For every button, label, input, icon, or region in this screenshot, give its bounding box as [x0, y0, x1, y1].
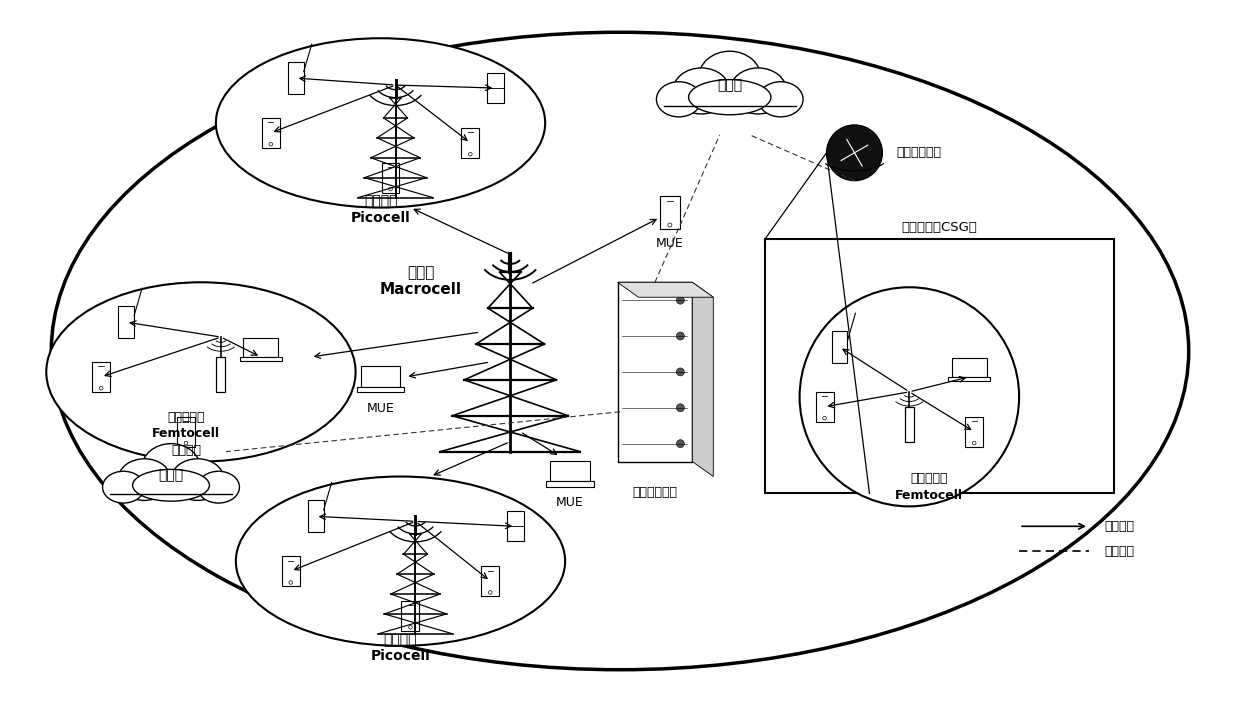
Text: 宏峰窩: 宏峰窩: [407, 265, 434, 280]
Text: Picocell: Picocell: [351, 211, 410, 225]
Text: 无线链路: 无线链路: [1104, 519, 1133, 533]
Circle shape: [676, 368, 684, 376]
Ellipse shape: [673, 68, 730, 114]
Bar: [952, 358, 987, 377]
Ellipse shape: [758, 81, 804, 117]
Text: 互联网: 互联网: [717, 78, 743, 92]
Text: 毫微微峰窩: 毫微微峰窩: [167, 411, 205, 424]
Bar: [481, 566, 500, 596]
Circle shape: [676, 404, 684, 412]
Ellipse shape: [236, 477, 565, 646]
Bar: [949, 377, 991, 381]
Bar: [382, 163, 399, 192]
Text: 回程连接: 回程连接: [1104, 545, 1133, 557]
Bar: [262, 118, 280, 148]
Text: 用户宽带连接: 用户宽带连接: [897, 146, 941, 159]
Ellipse shape: [103, 471, 145, 503]
Ellipse shape: [216, 38, 546, 208]
Text: MUE: MUE: [367, 402, 394, 415]
Bar: [765, 239, 1114, 494]
Bar: [118, 306, 134, 338]
Bar: [288, 62, 304, 94]
Bar: [507, 511, 523, 541]
Bar: [402, 601, 419, 631]
Text: 互联网: 互联网: [159, 468, 184, 482]
Bar: [905, 406, 914, 442]
Polygon shape: [692, 282, 713, 477]
Bar: [239, 357, 281, 362]
Text: Picocell: Picocell: [371, 649, 430, 663]
Ellipse shape: [46, 282, 356, 461]
Text: MUE: MUE: [656, 237, 683, 251]
Ellipse shape: [656, 81, 702, 117]
Text: 移动核心网络: 移动核心网络: [632, 486, 677, 499]
Ellipse shape: [688, 79, 771, 115]
Ellipse shape: [730, 68, 786, 114]
Bar: [308, 501, 324, 532]
Text: 毫微微峰窩: 毫微微峰窩: [910, 472, 949, 484]
Bar: [92, 362, 110, 392]
Bar: [660, 196, 680, 229]
Bar: [965, 417, 983, 446]
Ellipse shape: [133, 470, 210, 501]
Ellipse shape: [118, 459, 171, 501]
Circle shape: [827, 125, 883, 180]
Bar: [357, 387, 404, 392]
Ellipse shape: [141, 444, 201, 493]
Polygon shape: [618, 282, 713, 297]
Ellipse shape: [171, 459, 224, 501]
Bar: [816, 392, 833, 422]
Text: 封闭接入（CSG）: 封闭接入（CSG）: [901, 221, 977, 234]
Bar: [361, 366, 401, 387]
Text: 开放接入: 开放接入: [171, 444, 201, 456]
Circle shape: [676, 332, 684, 340]
Ellipse shape: [698, 51, 761, 105]
Bar: [461, 128, 480, 158]
Text: 微微峰窩: 微微峰窩: [383, 633, 417, 647]
Text: 微微峰窩: 微微峰窩: [363, 194, 397, 208]
Ellipse shape: [800, 287, 1019, 506]
Circle shape: [676, 296, 684, 304]
Text: Macrocell: Macrocell: [379, 282, 461, 297]
Text: MUE: MUE: [557, 496, 584, 510]
Ellipse shape: [197, 471, 239, 503]
Bar: [546, 482, 594, 486]
Bar: [281, 556, 300, 586]
Bar: [618, 282, 692, 461]
Bar: [487, 73, 503, 103]
Bar: [832, 331, 847, 363]
Circle shape: [676, 439, 684, 448]
Bar: [217, 357, 226, 392]
Bar: [551, 461, 590, 482]
Bar: [177, 417, 195, 446]
Text: Femtocell: Femtocell: [895, 489, 963, 503]
Bar: [243, 338, 278, 357]
Text: Femtocell: Femtocell: [153, 427, 219, 439]
